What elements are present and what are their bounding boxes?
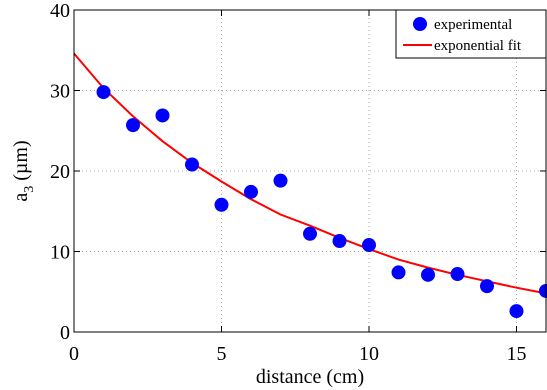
data-point bbox=[214, 197, 229, 212]
data-point bbox=[126, 118, 140, 133]
data-point bbox=[244, 184, 258, 199]
points-layer bbox=[96, 85, 547, 319]
data-point bbox=[391, 265, 406, 280]
y-tick-label: 30 bbox=[50, 81, 70, 103]
tick-labels: 0 5 10 15 0 10 20 30 40 bbox=[50, 0, 527, 365]
y-tick-label: 0 bbox=[60, 322, 70, 344]
y-axis-label-unit: (µm) bbox=[10, 140, 32, 185]
legend: experimental exponential fit bbox=[395, 9, 547, 59]
grid bbox=[74, 10, 546, 332]
data-point bbox=[273, 173, 288, 188]
legend-label-fit: exponential fit bbox=[434, 38, 522, 54]
data-point bbox=[332, 234, 347, 249]
data-point bbox=[155, 108, 170, 123]
x-tick-label: 5 bbox=[217, 343, 227, 365]
y-tick-label: 20 bbox=[50, 161, 70, 183]
data-point bbox=[96, 85, 111, 100]
data-point bbox=[509, 304, 524, 319]
x-tick-label: 10 bbox=[359, 343, 379, 365]
data-point bbox=[539, 283, 547, 298]
data-point bbox=[480, 279, 494, 294]
x-axis-label: distance (cm) bbox=[256, 366, 364, 388]
y-tick-label: 40 bbox=[50, 0, 70, 22]
legend-box bbox=[395, 9, 547, 59]
y-axis-label-subscript: 3 bbox=[22, 186, 37, 193]
fit-line-layer bbox=[73, 52, 547, 295]
x-tick-label: 15 bbox=[507, 343, 527, 365]
legend-label-experimental: experimental bbox=[434, 17, 512, 33]
y-tick-label: 10 bbox=[50, 242, 70, 264]
data-point bbox=[185, 157, 199, 172]
data-point bbox=[421, 267, 435, 282]
legend-marker-experimental bbox=[413, 17, 427, 31]
data-point bbox=[450, 267, 465, 282]
x-tick-label: 0 bbox=[69, 343, 79, 365]
y-axis-label-base: a bbox=[10, 193, 32, 202]
exponential-fit-line bbox=[73, 52, 547, 295]
y-axis-label: a3 (µm) bbox=[10, 140, 37, 201]
data-point bbox=[303, 226, 317, 241]
data-point bbox=[362, 238, 376, 253]
